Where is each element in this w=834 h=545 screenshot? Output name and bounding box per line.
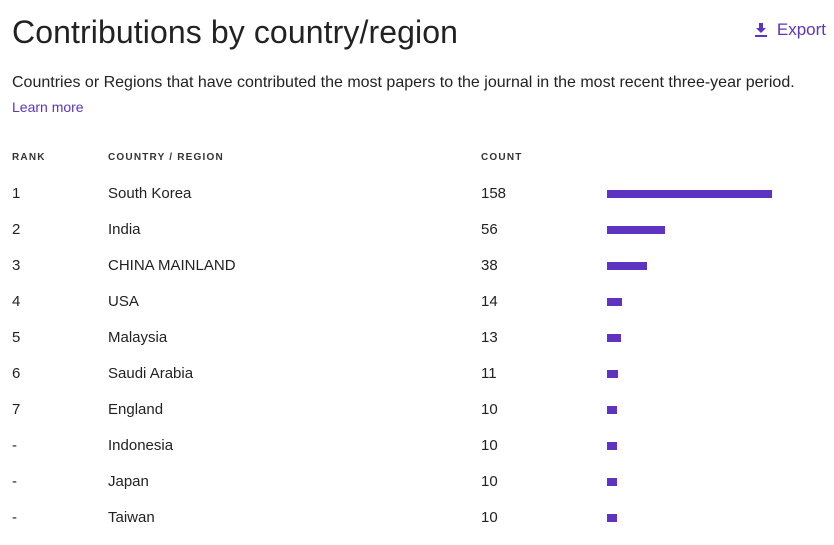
- count-cell: 38: [481, 257, 498, 274]
- count-cell: 14: [481, 293, 498, 310]
- country-cell: India: [108, 221, 141, 238]
- country-cell: CHINA MAINLAND: [108, 257, 236, 274]
- count-bar: [607, 442, 617, 450]
- learn-more-link[interactable]: Learn more: [12, 99, 84, 115]
- count-cell: 10: [481, 401, 498, 418]
- rank-cell: 6: [12, 365, 21, 382]
- table-row: 4 USA 14: [0, 293, 834, 329]
- count-bar: [607, 226, 665, 234]
- table-row: 2 India 56: [0, 221, 834, 257]
- table-row: 3 CHINA MAINLAND 38: [0, 257, 834, 293]
- count-bar: [607, 190, 772, 198]
- rank-cell: 2: [12, 221, 21, 238]
- table-row: - Japan 10: [0, 473, 834, 509]
- country-cell: Malaysia: [108, 329, 168, 346]
- count-cell: 11: [481, 365, 497, 382]
- count-cell: 13: [481, 329, 498, 346]
- rank-cell: 7: [12, 401, 21, 418]
- count-bar: [607, 262, 647, 270]
- table-row: 1 South Korea 158: [0, 185, 834, 221]
- count-bar: [607, 514, 617, 522]
- page-title: Contributions by country/region: [12, 14, 459, 50]
- column-header-count: COUNT: [481, 152, 523, 163]
- export-button[interactable]: Export: [754, 20, 826, 40]
- rank-cell: -: [12, 473, 17, 490]
- country-cell: Saudi Arabia: [108, 365, 194, 382]
- column-header-country: COUNTRY / REGION: [108, 152, 224, 163]
- count-bar: [607, 298, 622, 306]
- country-cell: Taiwan: [108, 509, 155, 526]
- export-label: Export: [776, 20, 826, 39]
- description-text: Countries or Regions that have contribut…: [12, 74, 795, 91]
- table-row: 5 Malaysia 13: [0, 329, 834, 365]
- description: Countries or Regions that have contribut…: [12, 70, 822, 120]
- country-cell: USA: [108, 293, 139, 310]
- rank-cell: -: [12, 437, 17, 454]
- count-cell: 56: [481, 221, 498, 238]
- count-bar: [607, 334, 621, 342]
- country-cell: Japan: [108, 473, 149, 490]
- rank-cell: 5: [12, 329, 21, 346]
- country-cell: Indonesia: [108, 437, 174, 454]
- table-row: 7 England 10: [0, 401, 834, 437]
- count-cell: 10: [481, 509, 498, 526]
- rank-cell: 1: [12, 185, 21, 202]
- count-bar: [607, 370, 618, 378]
- count-cell: 10: [481, 473, 498, 490]
- country-cell: England: [108, 401, 164, 418]
- country-cell: South Korea: [108, 185, 192, 202]
- table-row: 6 Saudi Arabia 11: [0, 365, 834, 401]
- rank-cell: -: [12, 509, 17, 526]
- download-icon: [754, 23, 767, 37]
- table-row: - Taiwan 10: [0, 509, 834, 545]
- count-cell: 158: [481, 185, 507, 202]
- count-bar: [607, 478, 617, 486]
- rank-cell: 4: [12, 293, 21, 310]
- rank-cell: 3: [12, 257, 21, 274]
- table-row: - Indonesia 10: [0, 437, 834, 473]
- column-header-rank: RANK: [12, 152, 46, 163]
- count-cell: 10: [481, 437, 498, 454]
- count-bar: [607, 406, 617, 414]
